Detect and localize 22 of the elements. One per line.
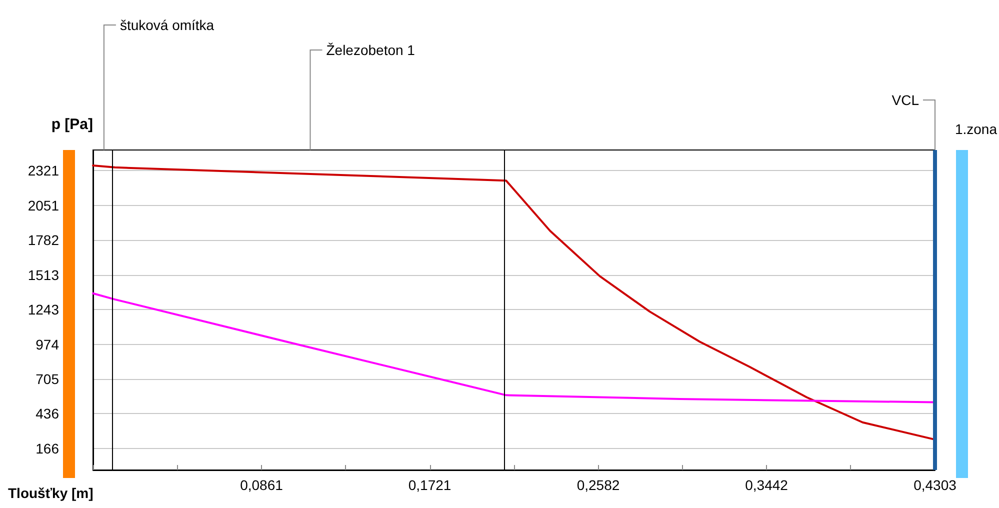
y-tick-label: 436	[36, 406, 60, 422]
text: VCL	[892, 92, 920, 108]
text: štuková omítka	[120, 17, 214, 33]
x-tick-label: 0,1721	[408, 477, 452, 493]
text: 1.zona	[954, 121, 998, 137]
y-axis-title: p [Pa]	[51, 116, 93, 133]
x-tick-label: 0,0861	[240, 477, 284, 493]
x-tick-label: 0,3442	[745, 477, 788, 493]
y-tick-label: 2051	[28, 197, 60, 214]
y-tick-label: 1782	[28, 232, 60, 248]
x-tick-label: 0,4303	[914, 477, 957, 493]
line-series	[92, 292, 936, 404]
line-series	[92, 164, 936, 441]
y-tick-label: 1243	[28, 302, 60, 318]
y-tick-label: 705	[36, 371, 60, 388]
text: Železobeton 1	[326, 42, 416, 58]
y-tick-label: 1513	[28, 266, 60, 283]
y-tick-label: 2321	[28, 162, 60, 179]
x-tick-label: 0,2582	[576, 477, 620, 493]
y-tick-label: 974	[36, 336, 60, 352]
x-axis-title: Tloušťky [m]	[8, 485, 94, 501]
y-tick-label: 166	[36, 440, 60, 457]
